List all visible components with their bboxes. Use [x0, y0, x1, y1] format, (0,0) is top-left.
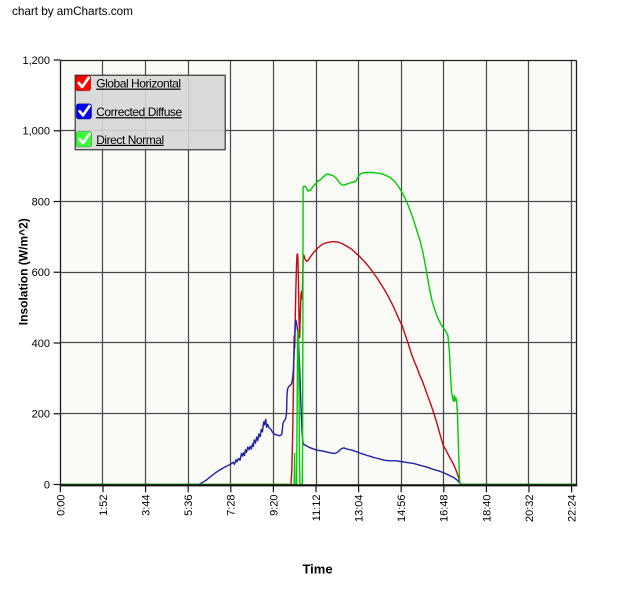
- svg-text:18:40: 18:40: [481, 495, 493, 523]
- svg-text:22:24: 22:24: [567, 495, 579, 523]
- svg-text:800: 800: [32, 196, 50, 208]
- svg-text:16:48: 16:48: [439, 495, 451, 523]
- svg-text:Time: Time: [302, 562, 332, 577]
- svg-text:1,000: 1,000: [22, 126, 50, 138]
- svg-text:200: 200: [32, 409, 50, 421]
- svg-text:0: 0: [44, 479, 50, 491]
- svg-text:Insolation (W/m^2): Insolation (W/m^2): [16, 218, 30, 325]
- svg-text:600: 600: [32, 267, 50, 279]
- svg-text:Corrected Diffuse: Corrected Diffuse: [96, 105, 182, 119]
- svg-text:9:20: 9:20: [268, 495, 280, 516]
- svg-text:1:52: 1:52: [98, 495, 110, 516]
- svg-text:13:04: 13:04: [354, 495, 366, 523]
- svg-text:3:44: 3:44: [141, 495, 153, 516]
- svg-text:11:12: 11:12: [311, 495, 323, 522]
- svg-text:20:32: 20:32: [524, 495, 536, 523]
- svg-text:1,200: 1,200: [22, 55, 50, 67]
- svg-text:14:56: 14:56: [396, 495, 408, 523]
- svg-text:400: 400: [32, 338, 50, 350]
- svg-text:5:36: 5:36: [183, 495, 195, 516]
- svg-text:Direct Normal: Direct Normal: [96, 133, 164, 147]
- svg-text:Global Horizontal: Global Horizontal: [96, 77, 180, 91]
- svg-text:7:28: 7:28: [226, 495, 238, 516]
- svg-text:0:00: 0:00: [55, 495, 67, 516]
